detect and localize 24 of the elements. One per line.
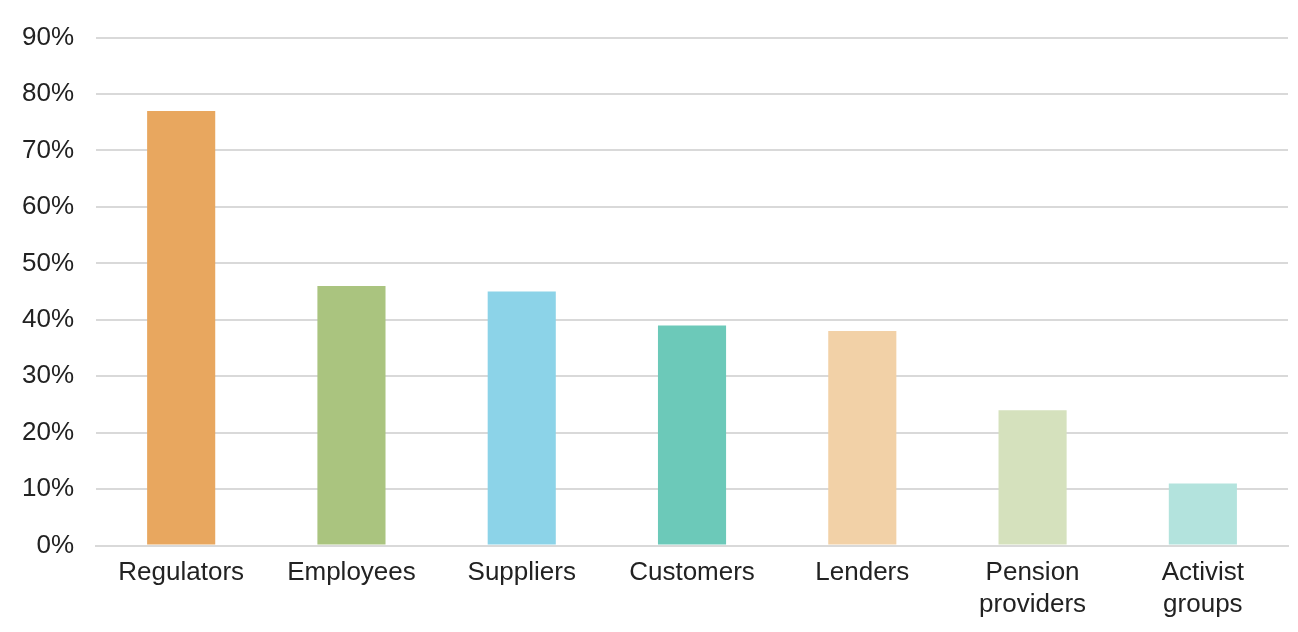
y-tick-label: 10%	[21, 472, 75, 503]
bar	[657, 325, 727, 545]
x-tick-label: Employees	[287, 556, 416, 587]
x-tick-label: Lenders	[815, 556, 910, 587]
y-tick-label: 40%	[21, 302, 75, 333]
bar	[147, 110, 216, 545]
y-tick-label: 80%	[21, 77, 75, 108]
y-tick-label: 0%	[36, 528, 75, 559]
bar	[998, 410, 1067, 545]
y-tick-label: 90%	[21, 20, 75, 51]
x-tick-label: Regulators	[118, 556, 245, 587]
y-tick-label: 30%	[21, 359, 75, 390]
y-tick-label: 20%	[21, 415, 75, 446]
y-tick-label: 70%	[21, 133, 75, 164]
x-tick-label: Pension providers	[979, 556, 1087, 618]
x-tick-label: Activist groups	[1161, 556, 1245, 618]
y-tick-label: 60%	[21, 190, 75, 221]
bar	[487, 291, 556, 545]
x-tick-label: Suppliers	[467, 556, 576, 587]
bar	[828, 331, 897, 545]
bar	[1168, 483, 1237, 545]
y-tick-label: 50%	[21, 246, 75, 277]
bar	[317, 285, 386, 545]
x-tick-label: Customers	[629, 556, 755, 587]
